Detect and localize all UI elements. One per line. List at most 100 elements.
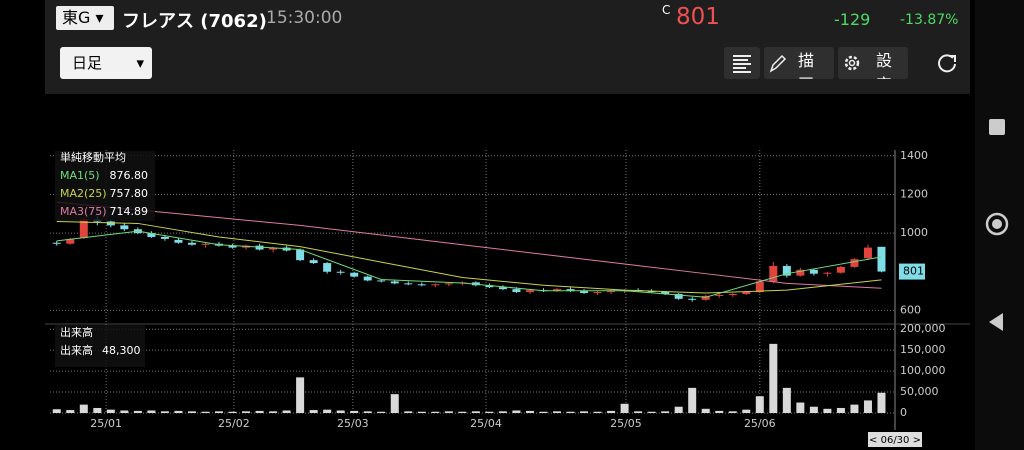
top-bar [45,0,970,36]
y-tick-label: 600 [900,303,921,316]
volume-bar [52,409,61,413]
volume-bar [553,411,561,413]
change-pct: -13.87% [900,12,959,28]
volume-bar [485,411,494,413]
x-tick-label: 25/05 [610,417,642,430]
volume-bar [201,411,210,413]
candle-body [120,225,129,230]
candle-body [404,283,413,285]
ma-line [56,221,882,294]
volume-bar [715,410,724,413]
candle-body [444,283,453,285]
last-price-box [899,263,925,280]
volume-bar [269,411,278,413]
volume-bar [350,410,359,413]
y-tick-label: 100,000 [900,364,946,377]
volume-bar [620,403,629,413]
candle-body [836,266,845,273]
candle-body [106,221,115,226]
volume-bar [525,410,534,413]
candle-body [66,238,75,244]
candle-body [323,263,332,272]
volume-bar [755,396,764,413]
volume-bar [809,406,818,413]
x-tick-label: 25/04 [470,417,502,430]
candle-body [201,243,210,245]
period: 日足 [72,54,103,72]
gear-icon [844,55,860,71]
volume-bar [242,411,251,413]
legend-name: MA2(25) [60,187,107,200]
candle-body [580,291,589,294]
volume-bar [147,410,156,413]
settings-button[interactable]: 設定 [838,47,908,79]
volume-bar [593,411,602,413]
candle-body [498,287,507,290]
volume-bar [580,411,589,413]
legend-name: MA3(75) [60,205,107,218]
volume-bar [782,387,791,413]
candle-body [593,292,602,294]
volume-bar [187,411,196,413]
volume-bar [363,411,372,413]
volume-bar [458,411,467,413]
candle-body [674,293,683,299]
legend-value: 714.89 [110,205,149,218]
market-select[interactable]: 東G ▾ [56,6,114,30]
volume-bar [106,409,115,413]
y-tick-label: 1000 [900,226,928,239]
stock-name: フレアス (7062) [122,11,267,32]
candle-body [296,249,305,261]
candle-body [485,285,494,288]
volume-bar [836,407,845,413]
volume-bar [539,411,548,413]
volume-bar [863,400,872,413]
volume-bar [607,410,616,413]
candle-body [742,292,751,294]
volume-bar [661,411,670,413]
volume-bar [498,411,507,413]
volume-title: 出来高 [60,325,93,339]
volume-bar [512,410,521,413]
x-tick-label: 25/06 [744,417,776,430]
volume-bar [850,404,859,413]
volume-bar [174,410,183,413]
candle-body [309,260,318,264]
volume-bar [877,392,886,413]
candle-body [350,272,359,277]
volume-bar [79,404,88,413]
volume-bar [120,410,129,413]
volume-bar [674,406,683,413]
volume-bar [377,411,386,413]
nav-icons [985,119,1009,331]
volume-bar [688,387,697,413]
candle-body [187,242,196,245]
volume-bar [255,410,264,413]
last-date-box [868,432,922,447]
candle-body [809,269,818,274]
candle-body [728,293,737,295]
time: 15:30:00 [266,8,343,28]
list-button[interactable] [724,47,760,79]
candle-body [607,291,616,293]
refresh-button[interactable] [934,50,960,76]
draw-button[interactable]: 描画 [764,47,834,79]
period-select[interactable]: 日足 ▾ [60,47,152,79]
candle-body [377,280,386,282]
change: -129 [834,10,871,29]
candle-body [823,272,832,274]
volume-bar [742,409,751,413]
y-tick-label: 0 [900,406,907,419]
x-tick-label: 25/01 [90,417,122,430]
candle-body [796,269,805,276]
legend-box [55,151,155,221]
legend-name: MA1(5) [60,169,100,182]
volume-bar [309,410,318,413]
volume-bar [769,343,778,413]
price-flag: C [662,3,671,17]
candle-body [390,281,399,284]
candle-body [661,292,670,294]
candle-body [228,245,237,248]
volume-bar [404,411,413,413]
last-date: < 06/30 > [869,435,921,446]
